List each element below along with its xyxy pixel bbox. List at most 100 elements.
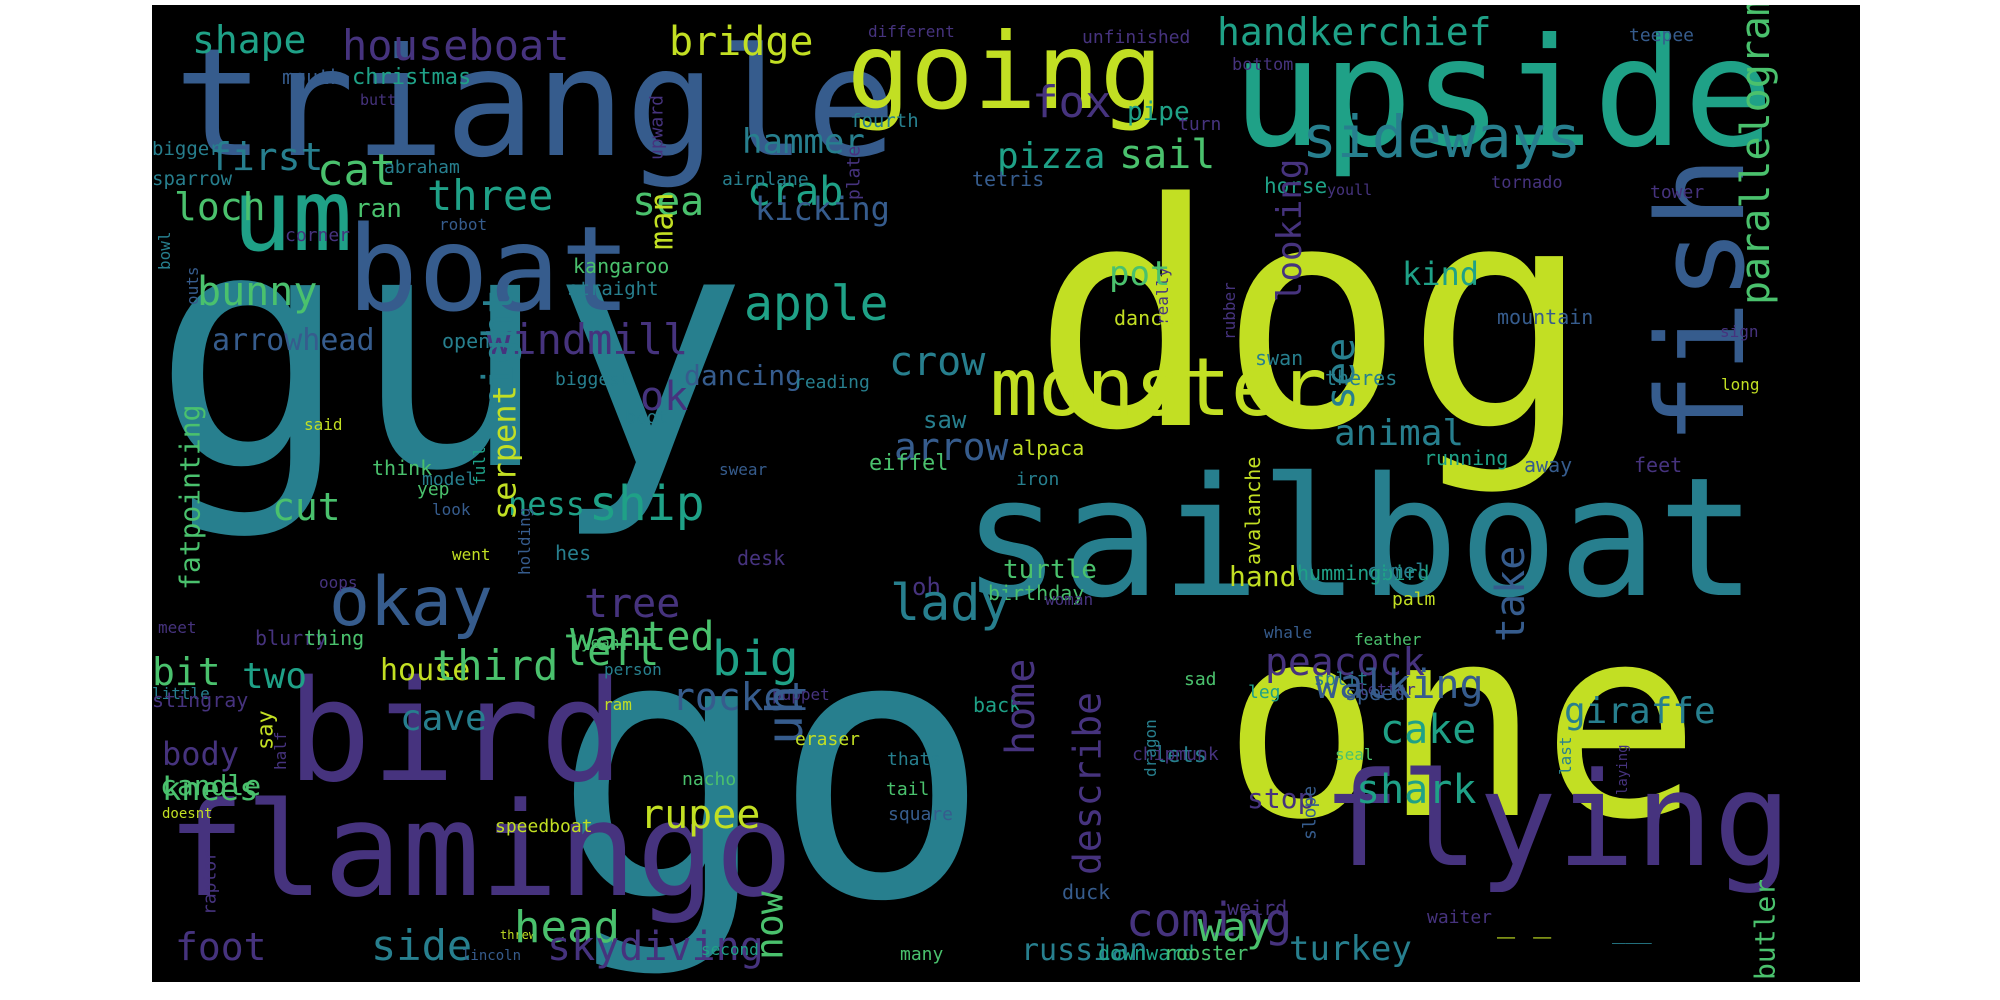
cloud-word-crow: crow	[889, 339, 986, 385]
cloud-word-long: long	[1721, 375, 1760, 394]
cloud-word-said: said	[304, 415, 343, 434]
cloud-word-stingray: stingray	[152, 688, 248, 712]
cloud-word-triangle: triangle	[174, 17, 896, 191]
cloud-word-little: little	[152, 684, 210, 703]
cloud-word-pot: pot	[1109, 254, 1170, 294]
cloud-word-hes: hes	[555, 541, 591, 565]
cloud-word-take: take	[1488, 546, 1534, 642]
cloud-word-sparrow: sparrow	[152, 168, 233, 190]
cloud-word-meet: meet	[158, 618, 197, 637]
cloud-word-iron: iron	[1016, 469, 1059, 490]
cloud-word-monster: monster	[990, 341, 1327, 434]
cloud-word-palm: palm	[1392, 589, 1435, 610]
cloud-word-one: one	[1222, 570, 1701, 878]
cloud-word-raptor: raptor	[199, 850, 220, 915]
cloud-word-oops: oops	[319, 573, 358, 592]
cloud-word-cake: cake	[1380, 707, 1476, 753]
cloud-word-cat: cat	[317, 145, 396, 196]
cloud-word-turkey: turkey	[1289, 929, 1412, 969]
cloud-word-tetris: tetris	[972, 167, 1044, 191]
cloud-word-home: home	[998, 659, 1044, 755]
cloud-word-yeah: yeah	[581, 633, 620, 652]
cloud-word-seal: seal	[1335, 745, 1374, 764]
cloud-word-loch: loch	[174, 185, 266, 229]
cloud-word-think: think	[372, 456, 432, 480]
cloud-word-lady: lady	[890, 574, 1010, 632]
cloud-word-man: man	[643, 192, 681, 250]
word-cloud: guy go dog one sailboat triangle upside going bo…	[152, 5, 1860, 982]
cloud-word-ship: ship	[589, 476, 705, 532]
cloud-word-chipmunk: chipmunk	[1132, 744, 1219, 765]
cloud-word-swear: swear	[719, 460, 768, 479]
cloud-word-second: second	[701, 940, 759, 959]
cloud-word-first: first	[209, 135, 323, 179]
cloud-word-dog: dog	[1032, 138, 1592, 499]
cloud-word-crab: crab	[747, 169, 843, 215]
cloud-word-guy: guy	[152, 159, 748, 543]
cloud-word-woman: woman	[1045, 590, 1093, 609]
cloud-word-sad: sad	[1184, 669, 1217, 690]
cloud-word-flying: flying	[1322, 744, 1792, 896]
cloud-word-fox: fox	[1032, 77, 1111, 128]
cloud-word-cut: cut	[272, 485, 341, 529]
cloud-word-big: big	[712, 631, 799, 687]
cloud-word-rocket: rocket	[672, 675, 809, 719]
cloud-word-pipe: pipe	[1127, 97, 1190, 127]
cloud-word-doesnt: doesnt	[162, 806, 213, 822]
cloud-word-boot: boot	[625, 407, 668, 428]
cloud-word-camel: camel	[1367, 559, 1427, 583]
cloud-word-sailboat: sailboat	[962, 442, 1757, 634]
cloud-word-running: running	[1424, 446, 1508, 470]
cloud-word-threw: threw	[500, 928, 537, 942]
cloud-word-coming: coming	[1126, 893, 1292, 947]
cloud-word-see: see	[1318, 338, 1364, 410]
cloud-word-leg: leg	[1248, 682, 1281, 703]
cloud-word-side: side	[371, 921, 472, 970]
cloud-word-body: body	[162, 735, 239, 773]
cloud-word-weird: weird	[1227, 896, 1287, 920]
cloud-word-parallelogram: parallelogram	[1733, 5, 1779, 305]
cloud-word-way: way	[1198, 905, 1270, 951]
cloud-word-lets: lets	[1154, 743, 1207, 768]
cloud-word-butt: butt	[360, 91, 396, 109]
cloud-word-arrow: arrow	[894, 425, 1009, 469]
cloud-word-swan: swan	[1255, 346, 1303, 370]
cloud-word-back: back	[973, 693, 1021, 717]
cloud-word-last: last	[1556, 736, 1575, 775]
cloud-word-fourth: fourth	[850, 110, 919, 132]
cloud-word-stop: stop	[1247, 782, 1314, 815]
cloud-word-eiffel: eiffel	[869, 451, 948, 476]
cloud-word-straight: straight	[567, 278, 659, 300]
cloud-word-square: square	[888, 804, 953, 825]
cloud-word-robot: robot	[439, 215, 487, 234]
cloud-word-bridge: bridge	[669, 19, 814, 65]
cloud-word-feet: feet	[1634, 453, 1682, 477]
cloud-word-now: now	[747, 891, 791, 960]
cloud-word-split: split	[1314, 669, 1368, 690]
cloud-word-corner: corner	[285, 225, 350, 246]
cloud-word-open: open	[442, 329, 490, 353]
cloud-word-saw: saw	[923, 406, 967, 434]
cloud-word-go: go	[552, 557, 992, 982]
cloud-word-theres: theres	[1325, 366, 1397, 390]
cloud-word-house: house	[380, 653, 470, 688]
cloud-word-oh: oh	[912, 573, 941, 601]
cloud-word-um: um	[232, 157, 352, 274]
cloud-word-mark: ‾‾‾	[1612, 941, 1652, 966]
cloud-word-candle: candle	[160, 769, 261, 802]
cloud-word-airplane: airplane	[722, 169, 809, 190]
cloud-word-christmas: christmas	[352, 65, 471, 90]
cloud-word-windmill: windmill	[486, 315, 688, 364]
cloud-word-hand: hand	[1229, 560, 1296, 593]
cloud-word-sail: sail	[1119, 132, 1215, 178]
cloud-word-fish: fish	[1633, 156, 1772, 445]
cloud-word-apple: apple	[744, 276, 889, 332]
cloud-word-giraffe: giraffe	[1564, 691, 1716, 732]
cloud-word-letter: letter	[1358, 680, 1416, 699]
cloud-word-looking: looking	[1270, 159, 1310, 302]
cloud-word-two: two	[242, 656, 307, 697]
cloud-word-bit: bit	[152, 650, 221, 694]
cloud-word-holding: holding	[515, 508, 534, 575]
cloud-word-unfinished: unfinished	[1082, 27, 1190, 48]
